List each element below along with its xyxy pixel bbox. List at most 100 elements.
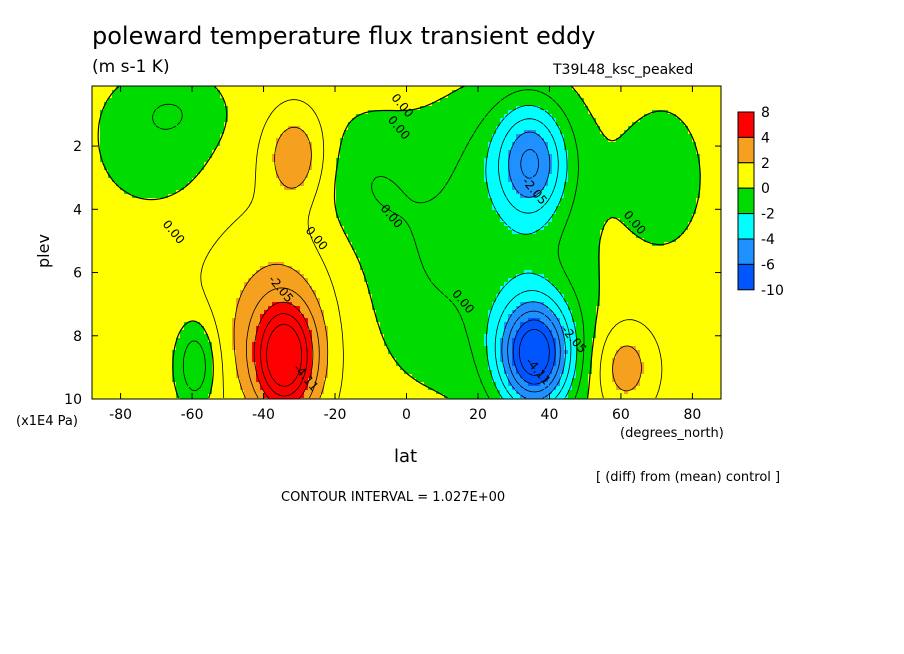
contour-cell (168, 354, 173, 359)
contour-cell (156, 374, 161, 379)
contour-cell (204, 218, 209, 223)
contour-cell (188, 154, 193, 159)
contour-cell (164, 166, 169, 171)
contour-cell (264, 102, 269, 107)
contour-cell (136, 350, 141, 355)
contour-cell (100, 86, 105, 91)
contour-cell (148, 386, 153, 391)
contour-cell (332, 370, 337, 375)
contour-cell (288, 182, 293, 187)
contour-cell (172, 262, 177, 267)
contour-cell (136, 326, 141, 331)
contour-cell (276, 234, 281, 239)
contour-cell (280, 202, 285, 207)
contour-cell (188, 174, 193, 179)
contour-cell (132, 234, 137, 239)
contour-cell (104, 266, 109, 271)
contour-cell (220, 262, 225, 267)
contour-cell (136, 166, 141, 171)
contour-cell (184, 186, 189, 191)
contour-cell (336, 270, 341, 275)
contour-cell (108, 210, 113, 215)
contour-cell (268, 310, 273, 315)
contour-cell (136, 246, 141, 251)
contour-cell (300, 154, 305, 159)
contour-cell (172, 278, 177, 283)
contour-cell (208, 314, 213, 319)
contour-cell (272, 154, 277, 159)
contour-cell (152, 318, 157, 323)
contour-cell (292, 214, 297, 219)
contour-cell (316, 270, 321, 275)
contour-cell (256, 110, 261, 115)
contour-cell (112, 302, 117, 307)
contour-cell (164, 198, 169, 203)
contour-cell (308, 378, 313, 383)
contour-cell (328, 386, 333, 391)
contour-cell (116, 250, 121, 255)
contour-cell (248, 386, 253, 391)
contour-cell (248, 262, 253, 267)
contour-cell (264, 214, 269, 219)
contour-cell (264, 298, 269, 303)
contour-cell (288, 114, 293, 119)
contour-cell (148, 130, 153, 135)
contour-cell (192, 258, 197, 263)
contour-cell (284, 94, 289, 99)
contour-cell (320, 210, 325, 215)
contour-cell (212, 122, 217, 127)
contour-cell (108, 214, 113, 219)
contour-cell (96, 230, 101, 235)
contour-cell (124, 122, 129, 127)
contour-cell (180, 186, 185, 191)
contour-cell (108, 394, 113, 399)
contour-cell (232, 354, 237, 359)
contour-cell (252, 214, 257, 219)
contour-cell (340, 94, 345, 99)
contour-cell (152, 382, 157, 387)
contour-cell (228, 214, 233, 219)
contour-cell (296, 170, 301, 175)
contour-cell (184, 210, 189, 215)
contour-cell (180, 102, 185, 107)
contour-cell (212, 322, 217, 327)
contour-cell (304, 282, 309, 287)
contour-cell (280, 342, 285, 347)
contour-cell (124, 218, 129, 223)
contour-cell (172, 238, 177, 243)
contour-cell (240, 298, 245, 303)
contour-cell (192, 190, 197, 195)
contour-cell (224, 350, 229, 355)
contour-cell (236, 382, 241, 387)
contour-cell (132, 238, 137, 243)
contour-cell (184, 162, 189, 167)
contour-cell (336, 186, 341, 191)
contour-cell (256, 222, 261, 227)
contour-cell (328, 182, 333, 187)
contour-cell (228, 294, 233, 299)
contour-cell (228, 358, 233, 363)
contour-cell (256, 346, 261, 351)
contour-cell (92, 302, 97, 307)
contour-cell (172, 334, 177, 339)
contour-cell (232, 202, 237, 207)
contour-cell (120, 306, 125, 311)
contour-cell (252, 282, 257, 287)
contour-cell (92, 114, 97, 119)
contour-cell (176, 310, 181, 315)
contour-cell (308, 158, 313, 163)
contour-cell (256, 278, 261, 283)
contour-cell (156, 382, 161, 387)
contour-cell (116, 294, 121, 299)
contour-cell (304, 214, 309, 219)
contour-cell (300, 386, 305, 391)
contour-cell (128, 166, 133, 171)
contour-cell (324, 134, 329, 139)
contour-cell (100, 394, 105, 399)
contour-cell (192, 242, 197, 247)
contour-cell (180, 298, 185, 303)
contour-cell (248, 354, 253, 359)
contour-cell (92, 170, 97, 175)
contour-cell (300, 134, 305, 139)
contour-cell (300, 106, 305, 111)
